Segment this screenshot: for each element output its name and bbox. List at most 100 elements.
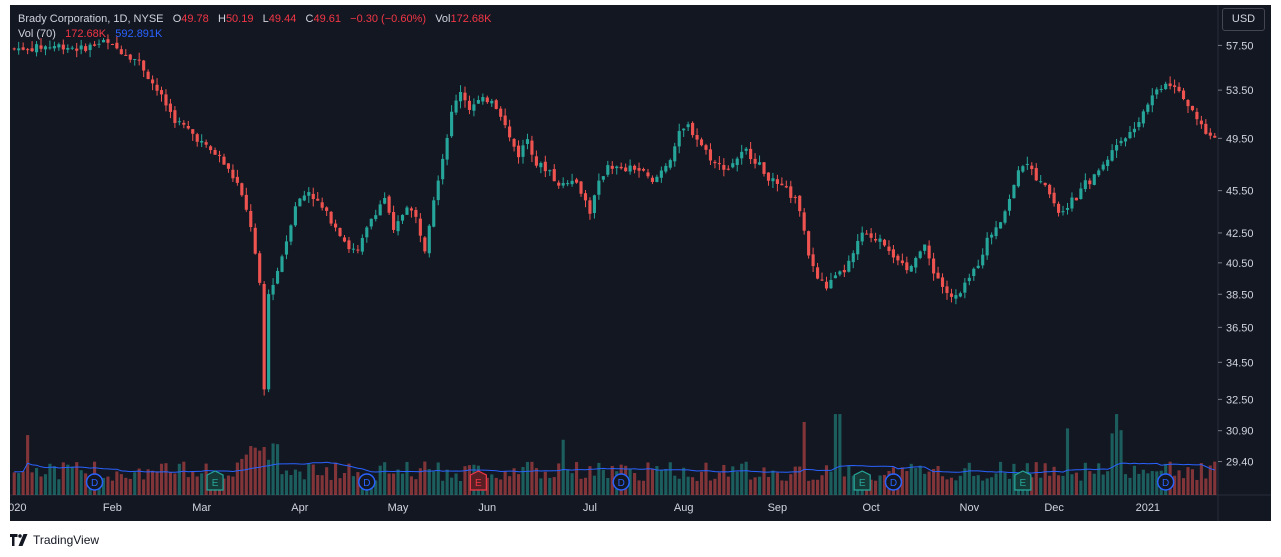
currency-button[interactable]: USD xyxy=(1222,8,1265,31)
high-label: H xyxy=(217,13,226,25)
candle-body xyxy=(793,196,797,198)
volume-bar xyxy=(606,478,610,495)
candle-body xyxy=(1061,211,1065,213)
high-value: 50.19 xyxy=(225,13,254,25)
candle-body xyxy=(525,139,530,144)
volume-bar xyxy=(570,473,574,495)
volume-bar xyxy=(833,414,837,495)
volume-bar xyxy=(378,465,382,495)
candle-body xyxy=(311,193,315,200)
volume-bar xyxy=(847,465,851,495)
candle-body xyxy=(405,207,409,215)
volume-bar xyxy=(869,479,873,495)
price-tick-label: 49.50 xyxy=(1226,133,1254,145)
candle-body xyxy=(1150,95,1154,106)
volume-bar xyxy=(351,476,355,495)
volume-bar xyxy=(1208,465,1212,495)
chart-area[interactable]: 57.50 53.50 49.50 45.50 42.50 40.50 38.50 36.50… xyxy=(10,5,1271,521)
candle-body xyxy=(905,262,909,271)
volume-bar xyxy=(146,469,150,495)
volume-bar xyxy=(757,476,762,495)
candle-body xyxy=(387,196,391,213)
earnings-marker-label: E xyxy=(475,478,482,489)
candle-body xyxy=(972,268,976,277)
candle-body xyxy=(209,146,213,151)
candle-body xyxy=(1048,184,1052,195)
volume-bar xyxy=(673,475,677,495)
candle-body xyxy=(88,44,92,51)
candle-body xyxy=(1012,184,1016,199)
volume-bar xyxy=(954,480,958,495)
volume-bar xyxy=(454,473,458,495)
candle-body xyxy=(1034,168,1038,181)
candle-body xyxy=(427,225,431,254)
candle-body xyxy=(896,255,900,261)
candle-body xyxy=(213,150,217,155)
time-axis-label: Jun xyxy=(478,502,496,514)
candle-body xyxy=(932,258,936,274)
candle-body xyxy=(637,168,641,171)
volume-bar xyxy=(1106,471,1110,495)
candle-body xyxy=(699,139,704,146)
volume-bar xyxy=(1057,475,1061,495)
candle-body xyxy=(691,122,695,136)
candle-body xyxy=(235,176,239,183)
volume-bar xyxy=(262,447,266,495)
volume-bar xyxy=(784,480,788,495)
volume-bar xyxy=(320,475,324,495)
candle-body xyxy=(253,227,257,254)
candle-body xyxy=(142,60,146,71)
volume-bar xyxy=(101,478,106,495)
candle-body xyxy=(1007,198,1012,211)
volume-indicator-value: 172.68K xyxy=(65,28,107,40)
volume-bar xyxy=(168,472,172,495)
candle-body xyxy=(1208,132,1212,136)
candle-body xyxy=(945,286,949,293)
candle-body xyxy=(557,182,561,186)
volume-indicator-row[interactable]: Vol (70) 172.68K 592.891K xyxy=(18,27,491,42)
volume-bar xyxy=(740,463,744,495)
candle-body xyxy=(927,245,931,259)
volume-bar xyxy=(436,462,440,495)
time-axis-label: May xyxy=(388,502,409,514)
candle-body xyxy=(329,211,333,224)
candle-body xyxy=(75,48,79,51)
volume-bar xyxy=(1132,465,1136,495)
candle-body xyxy=(1101,164,1105,170)
candle-body xyxy=(1128,131,1132,139)
volume-bar xyxy=(1155,471,1159,495)
candle-body xyxy=(503,115,507,126)
volume-bar xyxy=(1123,474,1128,495)
dividend-marker: D xyxy=(884,473,903,491)
volume-bar xyxy=(1007,478,1012,495)
candle-body xyxy=(445,137,449,160)
volume-bar xyxy=(990,477,994,495)
volume-bar xyxy=(557,463,561,495)
price-tick-label: 38.50 xyxy=(1226,289,1254,301)
candle-body xyxy=(133,59,137,61)
candle-body xyxy=(217,154,222,156)
vol-label: Vol xyxy=(435,13,451,25)
candle-body xyxy=(766,172,771,181)
candle-body xyxy=(789,186,793,198)
volume-bar xyxy=(1204,478,1208,495)
volume-bar xyxy=(1088,471,1092,495)
volume-bar xyxy=(151,470,155,495)
candle-body xyxy=(66,48,70,50)
tradingview-logo-icon xyxy=(10,534,28,546)
candle-body xyxy=(289,225,293,242)
open-label: O xyxy=(172,13,182,25)
volume-bar xyxy=(963,468,967,495)
price-chart-svg[interactable]: 57.50 53.50 49.50 45.50 42.50 40.50 38.50 36.50… xyxy=(10,5,1271,521)
volume-bar xyxy=(940,476,945,495)
candle-body xyxy=(267,294,271,390)
candle-body xyxy=(499,108,503,117)
earnings-marker-shape xyxy=(1014,470,1032,491)
volume-bar xyxy=(802,421,806,495)
volume-bar xyxy=(204,463,208,495)
dividend-marker-label: D xyxy=(91,478,98,489)
candle-body xyxy=(909,266,913,272)
candle-body xyxy=(222,156,226,165)
candle-body xyxy=(240,183,244,196)
volume-bar xyxy=(356,472,360,495)
